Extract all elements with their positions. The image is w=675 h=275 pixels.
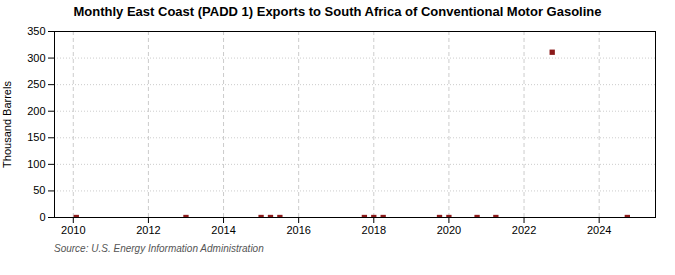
svg-text:2024: 2024	[587, 224, 611, 236]
svg-text:2022: 2022	[512, 224, 536, 236]
html-text:Source: U.S. Energy Informatio: Source: U.S. Energy Information Administ…	[54, 243, 264, 254]
svg-text:Thousand Barrels: Thousand Barrels	[1, 81, 13, 168]
svg-text:200: 200	[27, 105, 45, 117]
html-text:Monthly East Coast (PADD 1) Ex: Monthly East Coast (PADD 1) Exports to S…	[73, 4, 602, 19]
svg-text:2018: 2018	[362, 224, 386, 236]
svg-text:2010: 2010	[61, 224, 85, 236]
svg-text:300: 300	[27, 52, 45, 64]
svg-text:350: 350	[27, 25, 45, 37]
svg-text:150: 150	[27, 131, 45, 143]
svg-text:2014: 2014	[211, 224, 235, 236]
svg-text:250: 250	[27, 78, 45, 90]
svg-text:100: 100	[27, 158, 45, 170]
svg-text:2020: 2020	[437, 224, 461, 236]
svg-text:2012: 2012	[136, 224, 160, 236]
svg-text:50: 50	[33, 184, 45, 196]
svg-text:2016: 2016	[286, 224, 310, 236]
svg-text:0: 0	[39, 211, 45, 223]
